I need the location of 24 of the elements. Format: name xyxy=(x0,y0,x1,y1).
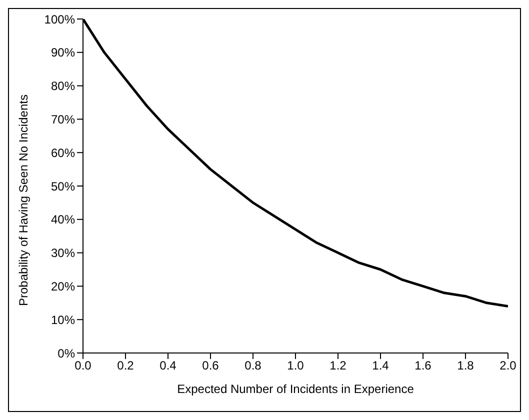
x-tick-label: 0.2 xyxy=(117,358,134,373)
y-tick-label: 10% xyxy=(50,312,76,327)
x-tick-label: 1.8 xyxy=(457,358,474,373)
y-tick-label: 60% xyxy=(50,146,76,160)
x-tick-label: 0.4 xyxy=(160,358,177,373)
y-tick-label: 100% xyxy=(44,12,76,26)
x-axis-title: Expected Number of Incidents in Experience xyxy=(177,382,414,396)
y-tick-label: 70% xyxy=(50,112,76,126)
y-tick-label: 30% xyxy=(50,246,76,260)
y-axis-title: Probability of Having Seen No Incidents xyxy=(16,94,30,306)
x-tick-label: 0.6 xyxy=(202,358,220,373)
y-tick-label: 20% xyxy=(50,279,76,294)
x-tick-label: 0.0 xyxy=(74,358,92,373)
y-tick-label: 0% xyxy=(58,346,76,360)
y-tick-label: 50% xyxy=(50,179,76,194)
x-tick-label: 0.8 xyxy=(244,358,262,373)
x-tick-label: 1.6 xyxy=(414,358,432,373)
x-tick-label: 1.0 xyxy=(287,358,304,373)
x-tick-label: 1.4 xyxy=(372,358,390,373)
y-tick-label: 90% xyxy=(50,46,76,60)
x-tick-label: 2.0 xyxy=(500,358,517,373)
y-tick-label: 80% xyxy=(50,79,76,94)
y-tick-label: 40% xyxy=(50,212,76,227)
x-tick-label: 1.2 xyxy=(330,358,347,373)
